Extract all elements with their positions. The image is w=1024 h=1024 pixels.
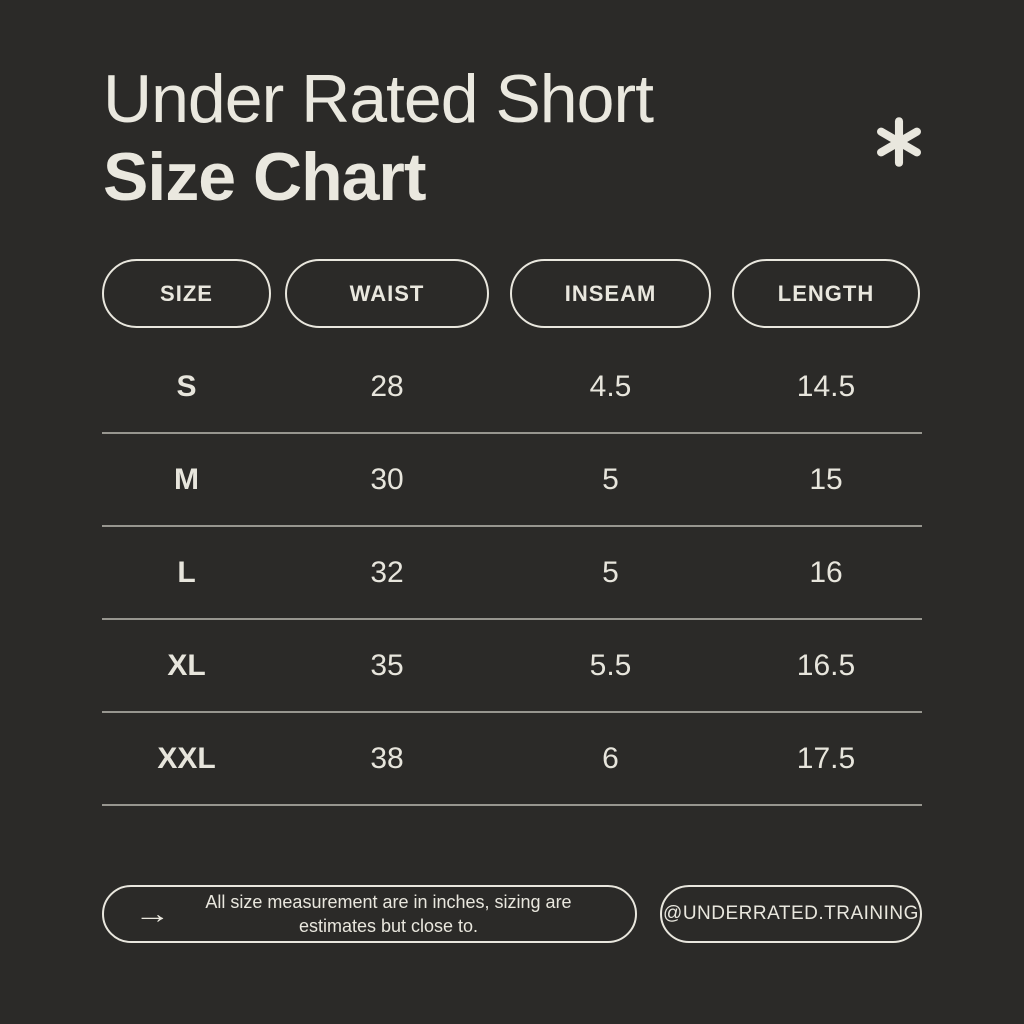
measurement-note-pill: → All size measurement are in inches, si… [102,885,637,943]
waist-cell: 38 [370,741,404,775]
table-row-l: L 32 5 16 [102,527,922,620]
asterisk-icon [872,115,926,169]
length-cell: 14.5 [796,369,856,403]
waist-cell: 28 [370,369,404,403]
inseam-cell: 5.5 [589,648,632,682]
size-cell: L [177,555,196,589]
size-cell: S [176,369,197,403]
size-table: S 28 4.5 14.5 M 30 5 15 L 32 5 16 XL 35 … [102,341,922,806]
table-row-s: S 28 4.5 14.5 [102,341,922,434]
length-cell: 17.5 [796,741,856,775]
table-row-xl: XL 35 5.5 16.5 [102,620,922,713]
right-arrow-icon: → [134,898,171,929]
column-pill-waist: WAIST [285,259,489,328]
inseam-cell: 4.5 [589,369,632,403]
waist-cell: 35 [370,648,404,682]
size-cell: XL [167,648,206,682]
measurement-note-text: All size measurement are in inches, sizi… [205,892,572,936]
waist-cell: 32 [370,555,404,589]
footer: → All size measurement are in inches, si… [102,885,922,943]
length-cell: 15 [809,462,843,496]
column-pill-inseam: INSEAM [510,259,711,328]
inseam-cell: 5 [602,555,619,589]
size-cell: M [174,462,199,496]
title-size-chart: Size Chart [103,139,427,215]
waist-cell: 30 [370,462,404,496]
inseam-cell: 6 [602,741,619,775]
inseam-cell: 5 [602,462,619,496]
table-row-m: M 30 5 15 [102,434,922,527]
column-pill-size: SIZE [102,259,271,328]
length-cell: 16.5 [796,648,856,682]
social-handle-text: @UNDERRATED.TRAINING [663,903,919,924]
page-title: Under Rated Short Size Chart [103,60,654,216]
title-product-name: Under Rated Short [103,61,654,137]
column-header-row: SIZE WAIST INSEAM LENGTH [102,259,922,328]
column-pill-length: LENGTH [732,259,920,328]
length-cell: 16 [809,555,843,589]
table-row-xxl: XXL 38 6 17.5 [102,713,922,806]
social-handle-pill: @UNDERRATED.TRAINING [660,885,922,943]
size-cell: XXL [157,741,216,775]
